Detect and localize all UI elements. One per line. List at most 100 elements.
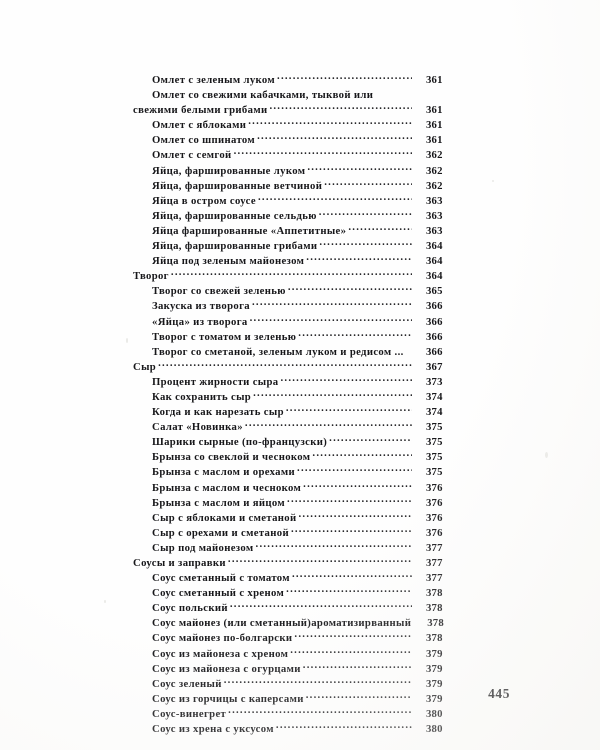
- toc-entry-page-number: 377: [426, 557, 443, 569]
- toc-dot-leader: [269, 102, 412, 113]
- toc-entry-label: Яйца фаршированные «Аппетитные»: [152, 224, 347, 237]
- toc-entry: Сыр под майонезом 377: [133, 540, 466, 555]
- toc-entry: Соус из майонеза с огурцами 379: [133, 661, 466, 676]
- toc-entry-page-number: 364: [426, 255, 443, 268]
- toc-entry-label: Сыр с орехами и сметаной: [152, 526, 289, 539]
- toc-dot-leader: [319, 208, 412, 219]
- toc-entry-label: Соус-винегрет: [152, 707, 227, 720]
- toc-entry: Соус сметанный с томатом 377: [133, 570, 466, 585]
- toc-dot-leader: [224, 676, 412, 687]
- toc-entry-label: Сыр под майонезом: [152, 541, 254, 554]
- toc-entry-label: Яйца под зеленым майонезом: [152, 255, 305, 268]
- toc-entry-label: Яйца, фаршированные сельдью: [152, 209, 317, 222]
- toc-entry-page-number: 362: [426, 149, 443, 162]
- toc-dot-leader: [329, 434, 412, 445]
- toc-entry-page-number: 379: [426, 662, 443, 675]
- toc-entry-label: Соус майонез (или сметанный)ароматизирва…: [152, 617, 412, 630]
- toc-entry-page-number: 366: [426, 345, 443, 358]
- toc-entry-label: Соус из майонеза с хреном: [152, 647, 289, 660]
- toc-entry-page-number: 375: [426, 466, 443, 479]
- toc-entry-page-number: 361: [426, 104, 443, 117]
- toc-entry-label: Яйца, фаршированные луком: [152, 164, 306, 177]
- toc-dot-leader: [294, 630, 412, 641]
- toc-entry: Как сохранить сыр 374: [133, 389, 466, 404]
- toc-entry: Соус из майонеза с хреном 379: [133, 646, 466, 661]
- toc-dot-leader: [252, 298, 412, 309]
- toc-entry: Соус майонез по-болгарски 378: [133, 630, 466, 645]
- toc-entry-page-number: 366: [426, 300, 443, 313]
- toc-dot-leader: [280, 374, 412, 385]
- toc-entry-page-number: 376: [426, 496, 443, 509]
- toc-entry-label: Сыр: [133, 360, 157, 373]
- toc-dot-leader: [298, 329, 412, 340]
- toc-entry-label: Соус майонез по-болгарски: [152, 632, 293, 645]
- toc-entry-label: Соус сметанный с томатом: [152, 572, 290, 585]
- scan-speck: [126, 338, 128, 343]
- table-of-contents: Омлет с зеленым луком 361 Омлет со свежими…: [133, 72, 466, 736]
- toc-entry: Омлет с семгой 362: [133, 147, 466, 162]
- toc-entry-page-number: 380: [426, 723, 443, 736]
- toc-entry: Процент жирности сыра 373: [133, 374, 466, 389]
- toc-dot-leader: [290, 646, 412, 657]
- toc-entry-page-number: 377: [426, 541, 443, 554]
- toc-entry-page-number: 363: [426, 209, 443, 222]
- toc-entry-label: Соус из майонеза с огурцами: [152, 662, 301, 675]
- toc-entry: Брынза со свеклой и чесноком 375: [133, 449, 466, 464]
- toc-entry-label: Процент жирности сыра: [152, 375, 279, 388]
- toc-entry-page-number: 379: [426, 692, 443, 705]
- toc-entry-label: Салат «Новинка»: [152, 421, 243, 434]
- toc-entry-page-number: 377: [426, 572, 443, 585]
- toc-entry: Соус-винегрет 380: [133, 706, 466, 721]
- toc-entry-label: Брынза с маслом и яйцом: [152, 496, 286, 509]
- toc-entry-label: Омлет с яблоками: [152, 119, 247, 132]
- toc-entry-label: Брынза с маслом и чесноком: [152, 481, 302, 494]
- toc-entry: Яйца, фаршированные ветчиной 362: [133, 178, 466, 193]
- toc-entry: Яйца под зеленым майонезом 364: [133, 253, 466, 268]
- toc-dot-leader: [307, 163, 412, 174]
- toc-dot-leader: [303, 661, 412, 672]
- toc-entry-label: Творог со сметаной, зеленым луком и реди…: [152, 345, 404, 358]
- toc-entry: Омлет со свежими кабачками, тыквой или: [133, 87, 466, 102]
- toc-entry: Творог со сметаной, зеленым луком и реди…: [133, 344, 466, 359]
- toc-dot-leader: [256, 540, 412, 551]
- toc-dot-leader: [324, 178, 412, 189]
- toc-entry-page-number: 378: [426, 587, 443, 600]
- toc-dot-leader: [253, 389, 412, 400]
- toc-entry-label: Как сохранить сыр: [152, 390, 252, 403]
- toc-dot-leader: [306, 691, 412, 702]
- toc-entry-label: свежими белыми грибами: [133, 104, 268, 117]
- toc-entry-label: Омлет с семгой: [152, 149, 232, 162]
- toc-entry-label: Творог: [133, 270, 169, 283]
- toc-entry-page-number: 361: [426, 119, 443, 132]
- toc-entry-label: Брынза с маслом и орехами: [152, 466, 296, 479]
- toc-entry: Творог 364: [133, 268, 466, 283]
- toc-dot-leader: [291, 525, 412, 536]
- toc-entry: свежими белыми грибами 361: [133, 102, 466, 117]
- toc-entry-page-number: 374: [426, 390, 443, 403]
- toc-dot-leader: [286, 404, 412, 415]
- page-folio-number: 445: [488, 686, 510, 701]
- toc-dot-leader: [228, 706, 412, 717]
- toc-entry: Соус из горчицы с каперсами 379: [133, 691, 466, 706]
- toc-entry-page-number: 362: [426, 179, 443, 192]
- toc-dot-leader: [319, 238, 412, 249]
- toc-entry: Творог с томатом и зеленью 366: [133, 329, 466, 344]
- toc-entry: Соусы и заправки 377: [133, 555, 466, 570]
- toc-entry: Соус из хрена с уксусом 380: [133, 721, 466, 736]
- toc-entry-page-number: 367: [426, 360, 443, 373]
- toc-entry-label: Омлет со шпинатом: [152, 134, 256, 147]
- toc-entry-page-number: 373: [426, 375, 443, 388]
- toc-entry-page-number: 380: [426, 707, 443, 720]
- toc-entry-page-number: 364: [426, 270, 443, 283]
- toc-dot-leader: [286, 585, 412, 596]
- toc-dot-leader: [312, 449, 412, 460]
- toc-entry: Яйца в остром соусе 363: [133, 193, 466, 208]
- toc-entry-label: Омлет с зеленым луком: [152, 74, 276, 86]
- toc-dot-leader: [277, 72, 412, 83]
- toc-entry: Яйца, фаршированные грибами 364: [133, 238, 466, 253]
- toc-entry-page-number: 376: [426, 526, 443, 539]
- toc-entry-label: Когда и как нарезать сыр: [152, 406, 284, 419]
- toc-dot-leader: [375, 87, 412, 98]
- toc-dot-leader: [348, 223, 412, 234]
